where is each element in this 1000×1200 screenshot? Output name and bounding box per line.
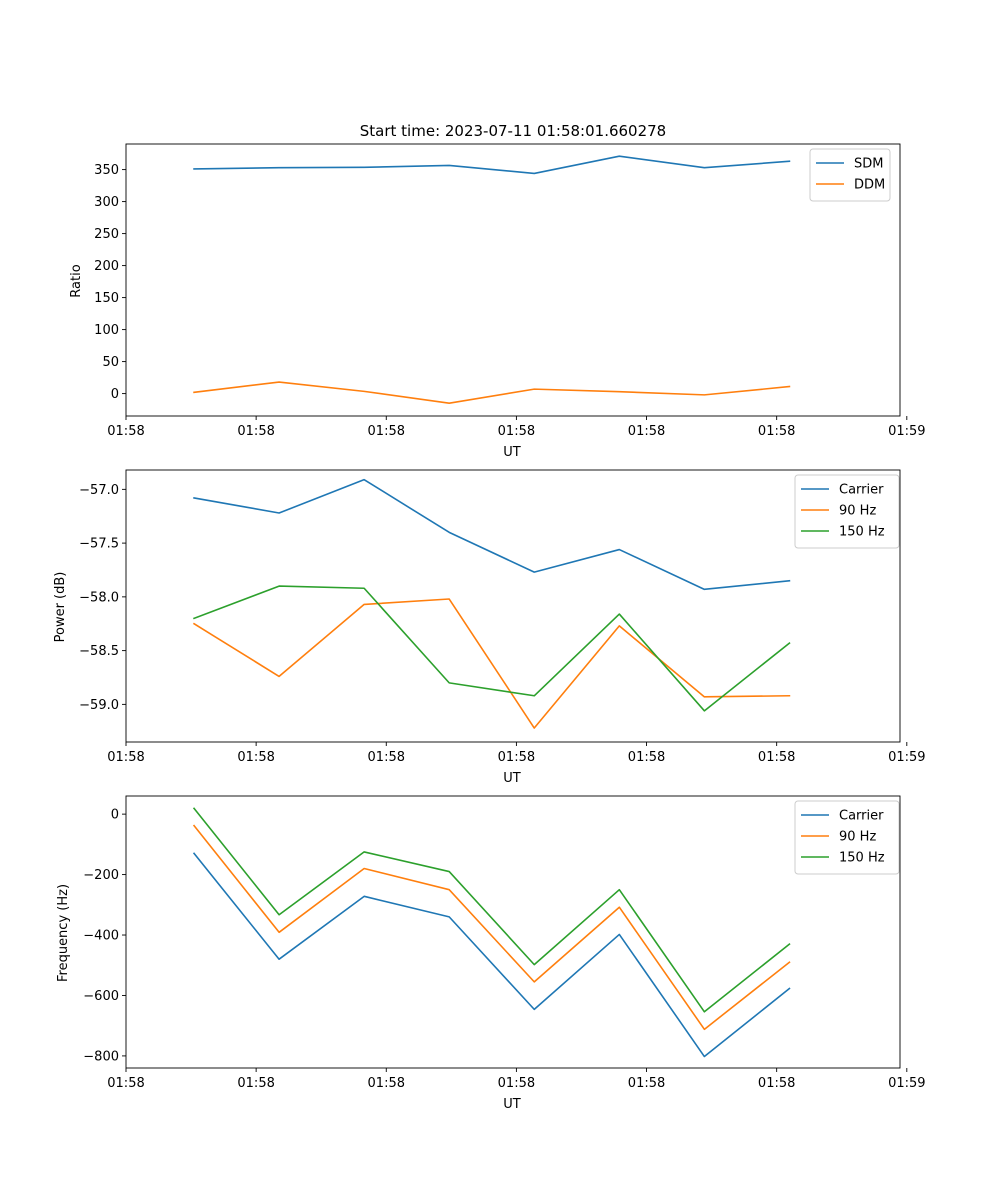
x-tick-label: 01:58 [498,1076,535,1091]
subplot-ratio: UT Ratio 01:58 01:58 01:58 01:58 01:58 01:58 0… [69,143,926,460]
x-tick-label: 01:58 [498,424,535,439]
x-tick-label: 01:58 [107,750,144,765]
x-tick-label: 01:58 [107,1076,144,1091]
series-line-150-hz [192,807,791,1013]
figure-title: Start time: 2023-07-11 01:58:01.660278 [360,122,666,140]
y-tick-label: −59.0 [79,698,119,713]
legend [809,148,891,202]
y-tick-label: −58.0 [79,590,119,605]
y-tick-label: 0 [111,808,119,823]
axes-frame [125,469,901,743]
legend-label: 150 Hz [839,851,885,866]
y-tick-label: 200 [94,259,119,274]
x-tick-label: 01:58 [237,424,274,439]
legend-label: 150 Hz [839,525,885,540]
series-line-ddm [193,381,791,405]
x-tick-label: 01:58 [628,1076,665,1091]
y-tick-label: 50 [102,355,119,370]
y-tick-label: −200 [83,868,119,883]
y-tick-label: −58.5 [79,644,119,659]
series-line-90-hz [192,598,791,729]
series-line-carrier [193,478,791,591]
x-tick-label: 01:59 [888,1076,925,1091]
series-line-150-hz [193,585,791,712]
y-tick-label: 250 [94,227,119,242]
y-axis-label: Power (dB) [53,572,68,643]
x-tick-label: 01:59 [888,750,925,765]
x-tick-label: 01:58 [628,424,665,439]
y-tick-label: −600 [83,989,119,1004]
legend-label: DDM [854,178,885,193]
series-line-90-hz [192,824,791,1031]
y-tick-label: 300 [94,195,119,210]
x-tick-label: 01:59 [888,424,925,439]
x-axis-label: UT [503,445,521,460]
x-tick-label: 01:58 [237,750,274,765]
legend-label: 90 Hz [839,504,876,519]
series-line-sdm [193,155,791,175]
x-tick-label: 01:58 [628,750,665,765]
y-tick-label: 100 [94,323,119,338]
subplot-frequency: UT Frequency (Hz) 01:58 01:58 01:58 01:58 01… [56,795,926,1112]
y-tick-label: −400 [83,929,119,944]
x-tick-label: 01:58 [368,750,405,765]
legend-label: SDM [854,157,883,172]
x-tick-label: 01:58 [498,750,535,765]
legend-label: 90 Hz [839,830,876,845]
y-axis-label: Frequency (Hz) [56,884,71,982]
x-tick-label: 01:58 [758,750,795,765]
series-line-carrier [192,852,791,1058]
x-tick-label: 01:58 [107,424,144,439]
x-tick-label: 01:58 [758,1076,795,1091]
legend [794,474,900,549]
y-axis-label: Ratio [69,264,84,297]
x-tick-label: 01:58 [237,1076,274,1091]
x-axis-label: UT [503,771,521,786]
y-tick-label: 150 [94,291,119,306]
y-tick-label: 0 [111,387,119,402]
y-tick-label: 350 [94,163,119,178]
x-tick-label: 01:58 [758,424,795,439]
axes-frame [125,795,901,1069]
axes-frame [125,143,901,417]
subplot-power: UT Power (dB) 01:58 01:58 01:58 01:58 01:58 0… [53,469,926,786]
y-tick-label: −57.0 [79,483,119,498]
x-tick-label: 01:58 [368,1076,405,1091]
legend-label: Carrier [839,483,884,498]
legend [794,800,900,875]
y-tick-label: −57.5 [79,537,119,552]
y-tick-label: −800 [83,1049,119,1064]
x-tick-label: 01:58 [368,424,405,439]
legend-label: Carrier [839,809,884,824]
x-axis-label: UT [503,1097,521,1112]
